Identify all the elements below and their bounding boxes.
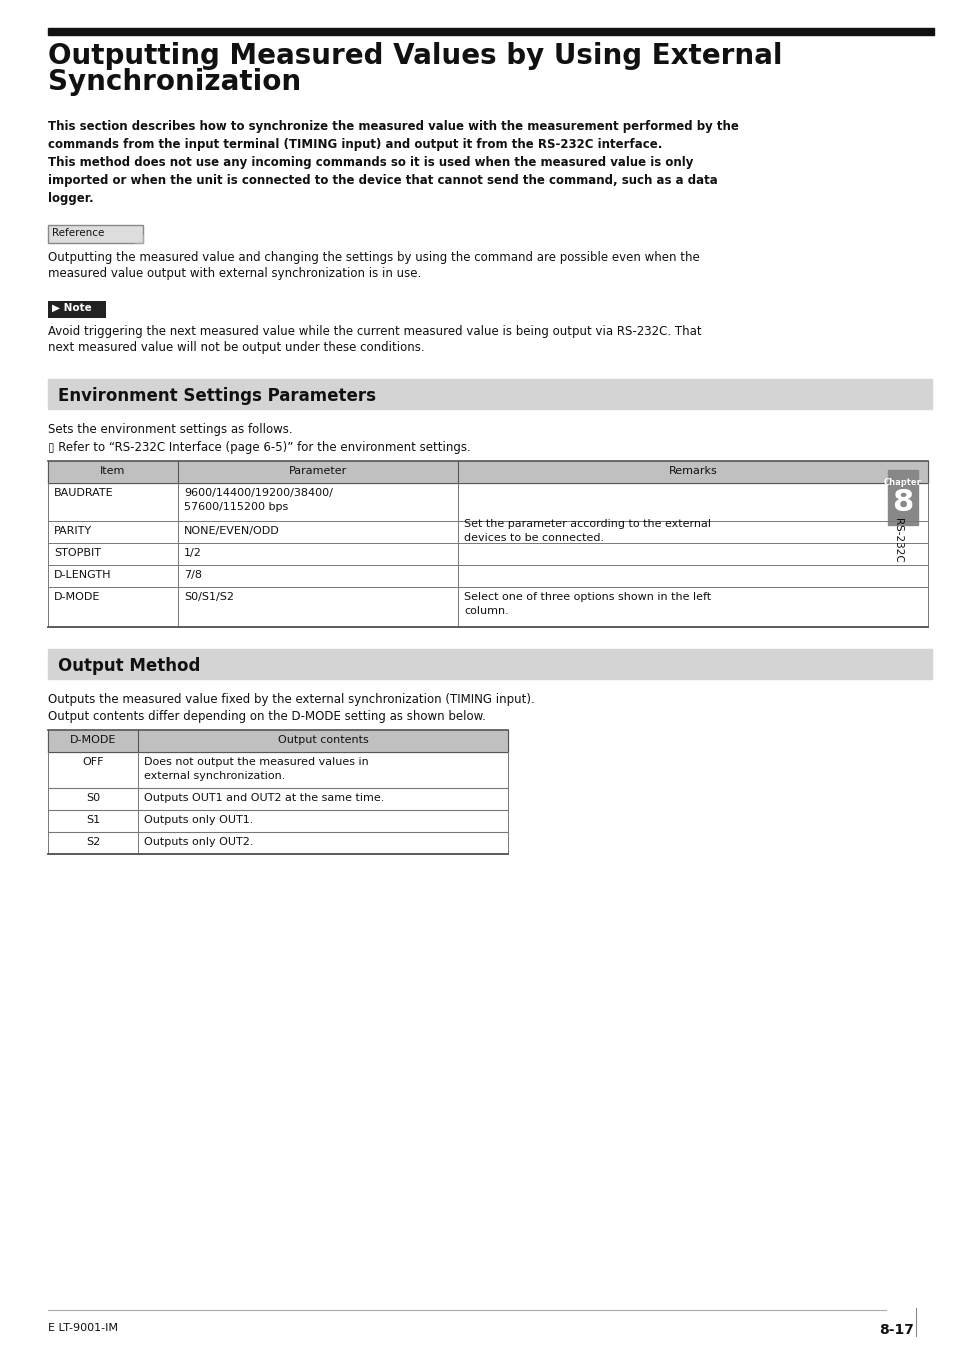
Text: commands from the input terminal (TIMING input) and output it from the RS-232C i: commands from the input terminal (TIMING… [48,137,661,151]
Text: Outputs the measured value fixed by the external synchronization (TIMING input).: Outputs the measured value fixed by the … [48,693,535,706]
Text: Outputs only OUT1.: Outputs only OUT1. [144,816,253,825]
Text: This section describes how to synchronize the measured value with the measuremen: This section describes how to synchroniz… [48,120,739,133]
Text: 57600/115200 bps: 57600/115200 bps [184,501,288,512]
Text: NONE/EVEN/ODD: NONE/EVEN/ODD [184,526,279,537]
Text: S0/S1/S2: S0/S1/S2 [184,592,233,603]
Text: 7/8: 7/8 [184,570,202,580]
Text: Outputting Measured Values by Using External: Outputting Measured Values by Using Exte… [48,42,781,70]
Text: RS-232C: RS-232C [892,518,902,562]
Text: column.: column. [463,607,508,616]
Bar [48,28,933,35]
Bar [48,301,106,318]
Text: imported or when the unit is connected to the device that cannot send the comman: imported or when the unit is connected t… [48,174,717,187]
Text: E LT-9001-IM: E LT-9001-IM [48,1322,118,1333]
Text: Remarks: Remarks [668,466,717,476]
Text: S2: S2 [86,837,100,847]
Text: Output Method: Output Method [58,656,200,675]
Text: Parameter: Parameter [289,466,347,476]
Text: Output contents: Output contents [277,735,368,745]
Text: D-MODE: D-MODE [54,592,100,603]
Text: S0: S0 [86,793,100,803]
Text: devices to be connected.: devices to be connected. [463,532,603,543]
Text: 8-17: 8-17 [879,1322,913,1337]
Text: measured value output with external synchronization is in use.: measured value output with external sync… [48,267,421,280]
Text: D-MODE: D-MODE [70,735,116,745]
Bar [48,225,143,243]
Text: Does not output the measured values in: Does not output the measured values in [144,758,369,767]
Text: 1/2: 1/2 [184,549,202,558]
Text: Set the parameter according to the external: Set the parameter according to the exter… [463,519,710,528]
Text: ▯ Refer to “RS-232C Interface (page 6-5)” for the environment settings.: ▯ Refer to “RS-232C Interface (page 6-5)… [48,441,470,454]
Text: Outputting the measured value and changing the settings by using the command are: Outputting the measured value and changi… [48,251,699,264]
Bar [48,731,507,752]
Bar [48,461,927,483]
Text: Avoid triggering the next measured value while the current measured value is bei: Avoid triggering the next measured value… [48,325,700,338]
Text: BAUDRATE: BAUDRATE [54,488,113,497]
Text: S1: S1 [86,816,100,825]
Text: Output contents differ depending on the D-MODE setting as shown below.: Output contents differ depending on the … [48,710,485,723]
Text: next measured value will not be output under these conditions.: next measured value will not be output u… [48,341,424,355]
Text: Synchronization: Synchronization [48,67,301,96]
Text: 8: 8 [891,488,913,518]
Text: Environment Settings Parameters: Environment Settings Parameters [58,387,375,404]
Text: logger.: logger. [48,191,93,205]
Text: Item: Item [100,466,126,476]
Text: This method does not use any incoming commands so it is used when the measured v: This method does not use any incoming co… [48,156,693,168]
Text: D-LENGTH: D-LENGTH [54,570,112,580]
Bar [48,648,931,679]
Bar [887,470,917,524]
Bar [48,379,931,408]
Text: ▶ Note: ▶ Note [52,303,91,313]
Text: Outputs only OUT2.: Outputs only OUT2. [144,837,253,847]
Text: STOPBIT: STOPBIT [54,549,101,558]
Text: 9600/14400/19200/38400/: 9600/14400/19200/38400/ [184,488,333,497]
Text: Outputs OUT1 and OUT2 at the same time.: Outputs OUT1 and OUT2 at the same time. [144,793,384,803]
Text: OFF: OFF [82,758,104,767]
Text: external synchronization.: external synchronization. [144,771,285,780]
Text: Reference: Reference [52,228,104,239]
Text: PARITY: PARITY [54,526,92,537]
Text: Select one of three options shown in the left: Select one of three options shown in the… [463,592,710,603]
Text: Chapter: Chapter [883,479,921,487]
Text: Sets the environment settings as follows.: Sets the environment settings as follows… [48,423,293,435]
